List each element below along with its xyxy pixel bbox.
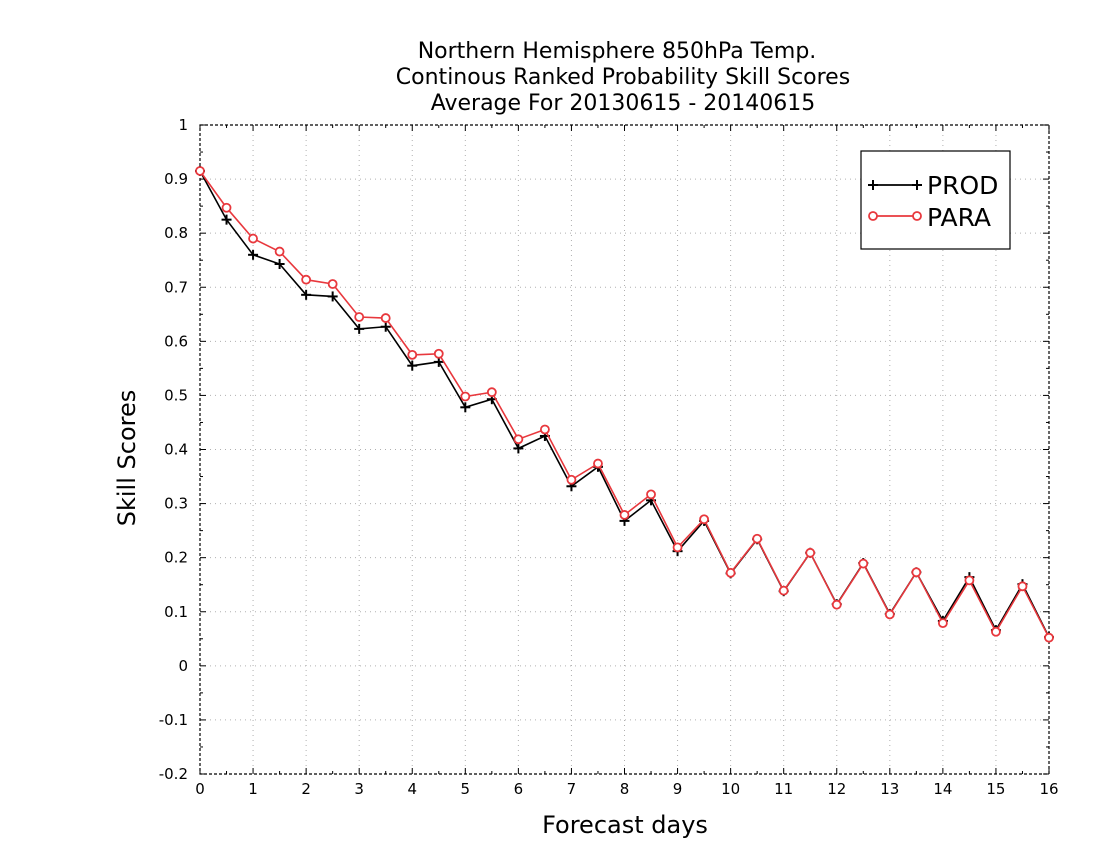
y-tick-label: 0.5: [164, 386, 188, 404]
data-point-para: [672, 542, 683, 553]
chart-title-line-1: Northern Hemisphere 850hPa Temp.: [418, 39, 817, 64]
data-point-para: [752, 533, 763, 544]
data-point-prod: [274, 258, 285, 269]
data-point-para: [884, 609, 895, 620]
data-point-para: [831, 599, 842, 610]
x-tick-label: 15: [986, 780, 1005, 798]
x-tick-label: 6: [514, 780, 524, 798]
x-tick-label: 5: [461, 780, 471, 798]
data-point-para: [195, 166, 205, 176]
data-point-prod: [513, 443, 524, 454]
data-point-para: [274, 246, 285, 257]
data-point-para: [619, 510, 630, 520]
data-point-para: [433, 348, 444, 359]
y-tick-label: 0.7: [164, 278, 188, 296]
y-tick-label: -0.1: [159, 711, 188, 729]
data-point-para: [778, 585, 789, 596]
y-tick-label: 0.9: [164, 170, 188, 188]
data-point-prod: [301, 289, 312, 300]
data-point-prod: [460, 402, 471, 413]
x-tick-label: 12: [827, 780, 846, 798]
data-point-para: [380, 313, 391, 323]
data-point-para: [646, 489, 656, 500]
x-tick-label: 7: [567, 780, 577, 798]
grid-lines: [200, 125, 1049, 774]
data-point-para: [964, 575, 975, 586]
x-tick-label: 14: [933, 780, 952, 798]
data-point-para: [1044, 632, 1054, 643]
data-point-prod: [221, 214, 232, 225]
data-point-para: [566, 474, 577, 485]
x-tick-label: 9: [673, 780, 683, 798]
data-point-prod: [327, 291, 338, 302]
x-tick-label: 13: [880, 780, 899, 798]
legend-marker-para-right: [912, 211, 922, 221]
data-point-para: [593, 458, 603, 469]
data-point-para: [460, 391, 471, 402]
y-tick-label: 0.2: [164, 549, 188, 567]
y-tick-label: 0.1: [164, 603, 188, 621]
data-point-para: [858, 558, 869, 569]
x-tick-label: 3: [354, 780, 364, 798]
x-axis-ticks: 0 1 2 3 4 5 6 7 8 9 10 11 12 13 14 15 16: [195, 125, 1059, 798]
chart-title-line-3: Average For 20130615 - 20140615: [431, 91, 816, 116]
y-tick-label: 0.8: [164, 224, 188, 242]
data-point-para: [699, 514, 709, 525]
x-tick-label: 1: [248, 780, 258, 798]
data-point-prod: [380, 321, 391, 332]
data-point-para: [327, 279, 338, 289]
data-point-para: [248, 233, 258, 244]
data-point-para: [937, 618, 948, 629]
legend-marker-prod-left: [868, 180, 878, 190]
data-point-prod: [354, 323, 365, 334]
y-tick-label: 0.6: [164, 332, 188, 350]
x-tick-label: 4: [407, 780, 417, 798]
x-tick-label: 8: [620, 780, 630, 798]
legend-markers: [868, 180, 922, 221]
data-point-para: [725, 567, 736, 578]
data-point-para: [1017, 581, 1028, 592]
data-point-prod: [248, 249, 259, 260]
y-tick-label: 0.4: [164, 441, 188, 459]
y-tick-label: 0.3: [164, 495, 188, 513]
data-series: [195, 165, 1054, 643]
data-point-para: [354, 312, 365, 322]
data-point-para: [513, 434, 524, 445]
legend-label-para: PARA: [927, 203, 991, 232]
legend-marker-prod-right: [912, 180, 922, 190]
legend: PROD PARA: [860, 150, 1011, 250]
data-point-para: [911, 567, 922, 578]
x-tick-label: 11: [774, 780, 793, 798]
y-tick-label: 1: [178, 116, 188, 134]
legend-label-prod: PROD: [927, 171, 998, 200]
legend-box: [860, 150, 1011, 250]
data-point-para: [540, 424, 550, 435]
y-tick-label: 0: [178, 657, 188, 675]
data-point-para: [805, 547, 816, 558]
data-point-para: [991, 626, 1001, 637]
data-point-para: [301, 274, 312, 285]
data-point-para: [486, 387, 497, 398]
data-point-para: [407, 349, 418, 360]
data-point-prod: [407, 360, 418, 371]
x-axis-label: Forecast days: [542, 811, 708, 839]
x-tick-label: 0: [195, 780, 205, 798]
x-tick-label: 2: [301, 780, 311, 798]
legend-marker-para-left: [868, 211, 878, 221]
x-tick-label: 10: [721, 780, 740, 798]
x-tick-label: 16: [1039, 780, 1058, 798]
chart-title-line-2: Continous Ranked Probability Skill Score…: [396, 65, 850, 90]
y-tick-label: -0.2: [159, 765, 188, 783]
data-point-para: [221, 202, 232, 213]
y-axis-label: Skill Scores: [113, 390, 141, 527]
